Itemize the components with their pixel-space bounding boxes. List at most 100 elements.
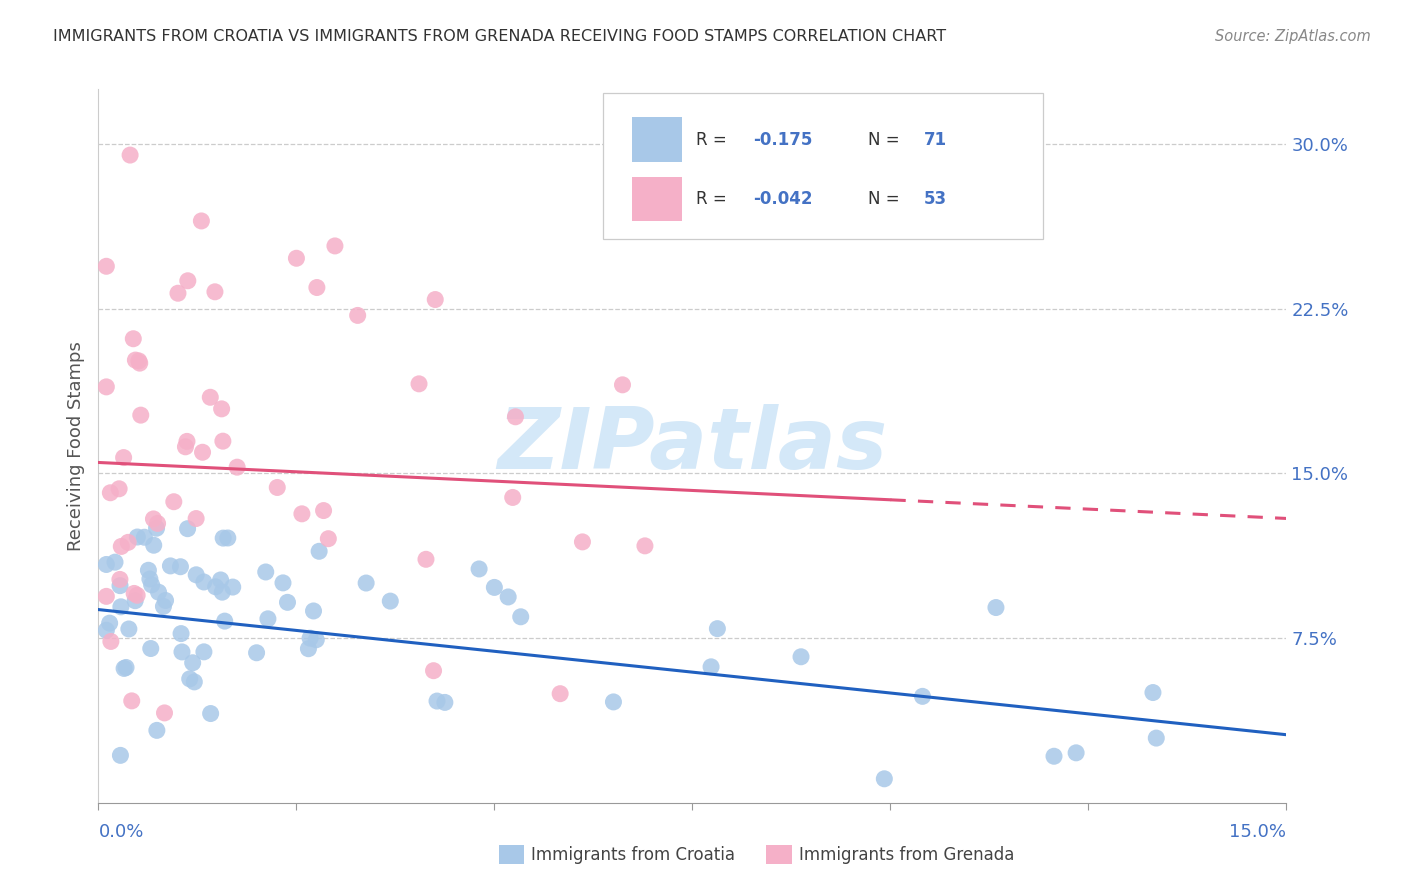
Point bbox=[163, 494, 186, 508]
Point bbox=[176, 434, 198, 449]
Point bbox=[505, 409, 527, 424]
Point bbox=[108, 482, 131, 496]
Point bbox=[612, 377, 634, 392]
Point bbox=[124, 353, 146, 368]
Text: R =: R = bbox=[696, 130, 733, 148]
Point bbox=[204, 285, 226, 299]
Point bbox=[266, 481, 288, 495]
Point bbox=[139, 572, 162, 586]
Point bbox=[257, 612, 280, 626]
Point bbox=[571, 534, 593, 549]
Point bbox=[121, 694, 143, 708]
Point bbox=[212, 434, 235, 449]
Point bbox=[790, 649, 813, 664]
Point bbox=[108, 573, 131, 587]
Point bbox=[222, 580, 245, 594]
Text: Source: ZipAtlas.com: Source: ZipAtlas.com bbox=[1215, 29, 1371, 44]
Point bbox=[176, 522, 198, 536]
Point bbox=[170, 645, 193, 659]
Point bbox=[177, 274, 200, 288]
Point bbox=[700, 660, 723, 674]
Point bbox=[193, 574, 215, 589]
Text: ZIPatlas: ZIPatlas bbox=[498, 404, 887, 488]
Point bbox=[548, 687, 571, 701]
Text: 0.0%: 0.0% bbox=[98, 822, 143, 841]
Point bbox=[190, 214, 212, 228]
Point bbox=[312, 503, 335, 517]
Point bbox=[155, 593, 177, 607]
Point bbox=[96, 624, 118, 638]
Point bbox=[254, 565, 277, 579]
Point bbox=[181, 656, 204, 670]
Point bbox=[305, 280, 328, 294]
Point bbox=[271, 575, 294, 590]
Point bbox=[134, 530, 156, 544]
Point bbox=[148, 585, 170, 599]
Point bbox=[346, 309, 368, 323]
Text: N =: N = bbox=[869, 190, 905, 208]
Point bbox=[142, 512, 165, 526]
Point bbox=[110, 599, 132, 614]
Point bbox=[318, 532, 340, 546]
Point bbox=[211, 585, 233, 599]
Point bbox=[276, 595, 298, 609]
Point bbox=[984, 600, 1007, 615]
Point bbox=[496, 590, 519, 604]
Point bbox=[302, 604, 325, 618]
Point bbox=[1064, 746, 1087, 760]
Point bbox=[112, 661, 135, 675]
Point bbox=[120, 148, 142, 162]
Point bbox=[193, 645, 215, 659]
Point bbox=[706, 622, 728, 636]
Point bbox=[380, 594, 402, 608]
Text: 53: 53 bbox=[924, 190, 948, 208]
Point bbox=[96, 590, 118, 604]
Bar bbox=[631, 177, 682, 221]
Point bbox=[153, 706, 176, 720]
Text: R =: R = bbox=[696, 190, 733, 208]
FancyBboxPatch shape bbox=[603, 93, 1043, 239]
Y-axis label: Receiving Food Stamps: Receiving Food Stamps bbox=[66, 341, 84, 551]
Point bbox=[128, 356, 150, 370]
Point bbox=[212, 531, 235, 545]
Point bbox=[129, 408, 152, 422]
Point bbox=[100, 634, 122, 648]
Point bbox=[509, 609, 531, 624]
Point bbox=[139, 641, 162, 656]
Point bbox=[308, 544, 330, 558]
Point bbox=[127, 530, 149, 544]
Point bbox=[211, 401, 233, 416]
Point bbox=[167, 286, 190, 301]
Text: 15.0%: 15.0% bbox=[1229, 822, 1286, 841]
Text: 71: 71 bbox=[924, 130, 948, 148]
Point bbox=[1043, 749, 1066, 764]
Point bbox=[323, 239, 346, 253]
Text: IMMIGRANTS FROM CROATIA VS IMMIGRANTS FROM GRENADA RECEIVING FOOD STAMPS CORRELA: IMMIGRANTS FROM CROATIA VS IMMIGRANTS FR… bbox=[53, 29, 946, 44]
Point bbox=[112, 450, 135, 465]
Point bbox=[122, 332, 145, 346]
Point bbox=[108, 579, 131, 593]
Point bbox=[226, 460, 249, 475]
Point bbox=[634, 539, 657, 553]
Point bbox=[110, 748, 132, 763]
Point bbox=[127, 588, 149, 602]
Point bbox=[354, 576, 377, 591]
Point bbox=[200, 706, 222, 721]
Point bbox=[200, 390, 222, 404]
Point bbox=[602, 695, 624, 709]
Point bbox=[96, 260, 118, 274]
Point bbox=[425, 293, 447, 307]
Point bbox=[145, 521, 167, 535]
Point bbox=[502, 491, 524, 505]
Point bbox=[183, 674, 205, 689]
Point bbox=[186, 567, 208, 582]
Point bbox=[468, 562, 491, 576]
Point bbox=[98, 616, 121, 631]
Point bbox=[422, 664, 444, 678]
Point bbox=[191, 445, 214, 459]
Text: -0.042: -0.042 bbox=[754, 190, 813, 208]
Point bbox=[209, 573, 232, 587]
Point bbox=[484, 581, 506, 595]
Text: N =: N = bbox=[869, 130, 905, 148]
Point bbox=[408, 376, 430, 391]
